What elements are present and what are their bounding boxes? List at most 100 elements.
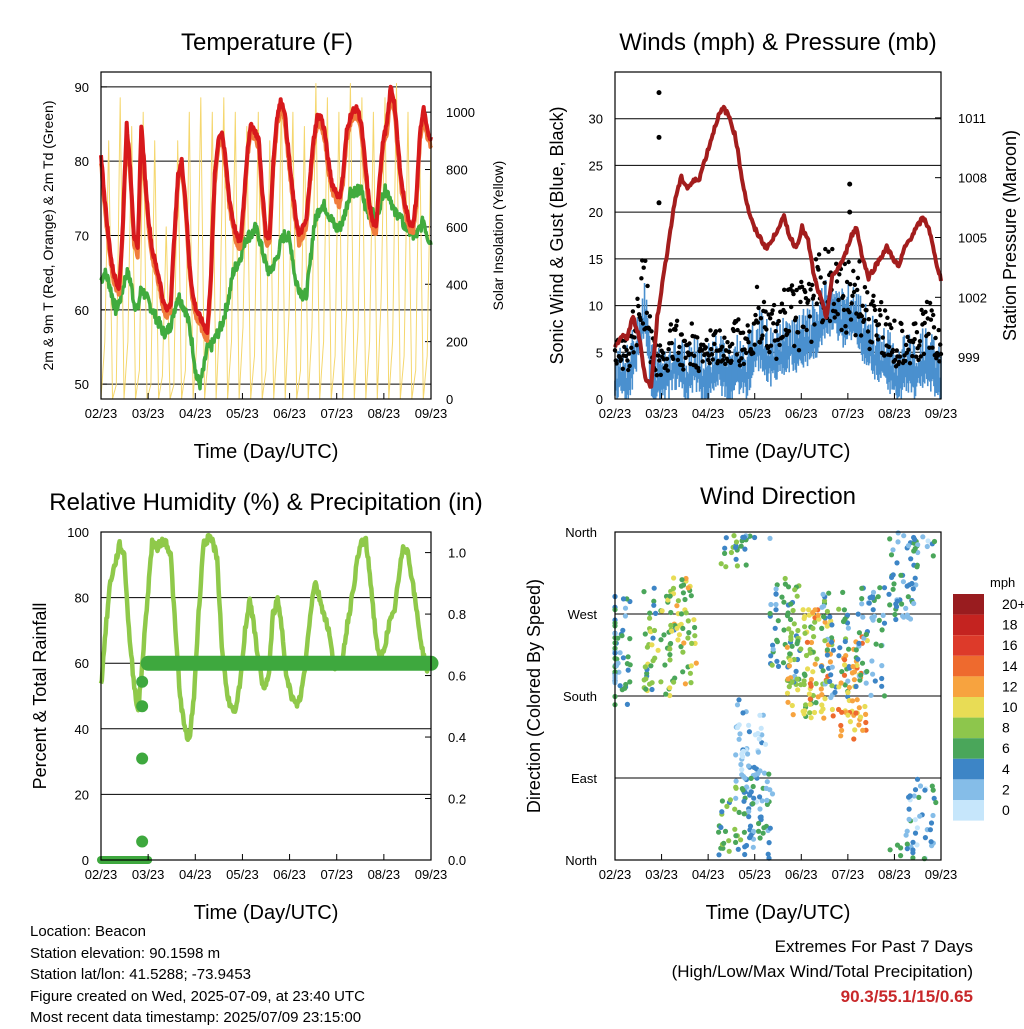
- direction-point: [803, 702, 809, 708]
- gust-point: [746, 340, 751, 345]
- direction-point: [853, 683, 859, 690]
- chart-panel-2: Winds (mph) & Pressure (mb) Time (Day/UTC…: [547, 29, 1020, 463]
- direction-point: [676, 632, 683, 638]
- direction-point: [619, 633, 625, 639]
- direction-point: [782, 575, 788, 582]
- direction-point: [824, 623, 830, 629]
- direction-point: [675, 598, 682, 604]
- chart-title: Relative Humidity (%) & Precipitation (i…: [49, 489, 482, 516]
- gust-point: [720, 358, 726, 363]
- gust-point: [801, 324, 806, 330]
- series-temp-2m: [99, 84, 433, 335]
- chart-panel-3: Relative Humidity (%) & Precipitation (i…: [30, 489, 483, 924]
- direction-point: [623, 681, 629, 688]
- colorbar-label: 20+: [1002, 596, 1024, 612]
- chart-panel-4: Wind Direction Time (Day/UTC) Direction (C…: [524, 483, 1024, 924]
- x-tick-label: 07/23: [320, 867, 353, 882]
- direction-point: [906, 816, 912, 823]
- gust-point: [870, 299, 875, 304]
- direction-point: [863, 719, 869, 726]
- gust-point: [852, 282, 857, 287]
- y-tick-label-right: 0: [446, 392, 453, 407]
- direction-point: [864, 668, 870, 675]
- direction-point: [733, 556, 739, 562]
- direction-point: [920, 534, 926, 540]
- direction-point: [650, 658, 656, 664]
- direction-point: [682, 596, 688, 603]
- direction-point: [668, 640, 674, 647]
- extremes-subtitle: (High/Low/Max Wind/Total Precipitation): [671, 962, 973, 981]
- gust-point: [846, 259, 851, 265]
- direction-point: [742, 775, 748, 781]
- gust-point: [875, 337, 881, 342]
- direction-point: [759, 798, 765, 804]
- series-pressure: [613, 104, 943, 389]
- direction-point: [791, 656, 797, 663]
- direction-point: [816, 616, 822, 622]
- gust-point: [776, 318, 781, 324]
- direction-point: [649, 686, 655, 693]
- gust-point: [862, 317, 867, 322]
- y-tick-label: North: [565, 853, 597, 868]
- direction-point: [723, 535, 729, 541]
- direction-point: [808, 639, 815, 646]
- direction-point: [750, 783, 756, 790]
- gust-point: [625, 358, 630, 363]
- gust-point: [936, 327, 941, 333]
- gust-point: [683, 355, 688, 360]
- gust-point: [658, 372, 663, 378]
- gust-point: [641, 265, 646, 270]
- gust-point: [782, 287, 787, 292]
- gust-point: [812, 322, 817, 327]
- direction-point: [855, 611, 861, 617]
- gust-point: [629, 345, 634, 350]
- gust-point: [878, 313, 883, 318]
- y-tick-label-right: 0.2: [448, 792, 466, 807]
- gust-point: [668, 322, 674, 327]
- gust-point: [820, 318, 826, 323]
- gust-point: [752, 342, 757, 347]
- y-tick-label: 5: [596, 345, 603, 360]
- direction-point: [674, 625, 680, 631]
- gust-point: [930, 345, 935, 350]
- direction-point: [671, 679, 677, 685]
- gust-point: [816, 252, 822, 257]
- direction-point: [826, 590, 832, 596]
- y-tick-label: 0: [596, 392, 603, 407]
- direction-point: [728, 549, 735, 556]
- direction-point: [893, 616, 899, 623]
- direction-point: [680, 649, 686, 655]
- gust-point: [709, 346, 714, 352]
- direction-point: [750, 836, 757, 842]
- figure-created: Figure created on Wed, 2025-07-09, at 23…: [30, 987, 365, 1005]
- direction-point: [813, 681, 819, 687]
- x-axis-title: Time (Day/UTC): [706, 902, 851, 924]
- direction-point: [741, 534, 748, 540]
- gust-point: [857, 259, 862, 264]
- gust-point: [656, 134, 662, 140]
- gust-point: [831, 301, 837, 307]
- extremes-values: 90.3/55.1/15/0.65: [840, 987, 973, 1006]
- gust-point: [865, 290, 870, 295]
- direction-point: [757, 814, 763, 820]
- direction-point: [910, 586, 916, 592]
- gust-point: [848, 282, 853, 287]
- gust-point: [768, 316, 773, 321]
- direction-point: [734, 563, 741, 569]
- gust-point: [849, 301, 854, 306]
- gust-point: [818, 275, 823, 280]
- direction-point: [719, 798, 726, 804]
- direction-point: [616, 669, 622, 675]
- direction-point: [801, 615, 807, 622]
- direction-point: [915, 549, 921, 556]
- direction-point: [667, 593, 673, 599]
- direction-point: [643, 686, 649, 692]
- direction-point: [688, 593, 694, 599]
- direction-point: [627, 679, 633, 685]
- direction-point: [894, 842, 901, 848]
- direction-point: [733, 795, 739, 801]
- gust-point: [832, 315, 837, 320]
- direction-point: [858, 714, 864, 720]
- direction-point: [752, 534, 758, 541]
- direction-point: [755, 749, 762, 755]
